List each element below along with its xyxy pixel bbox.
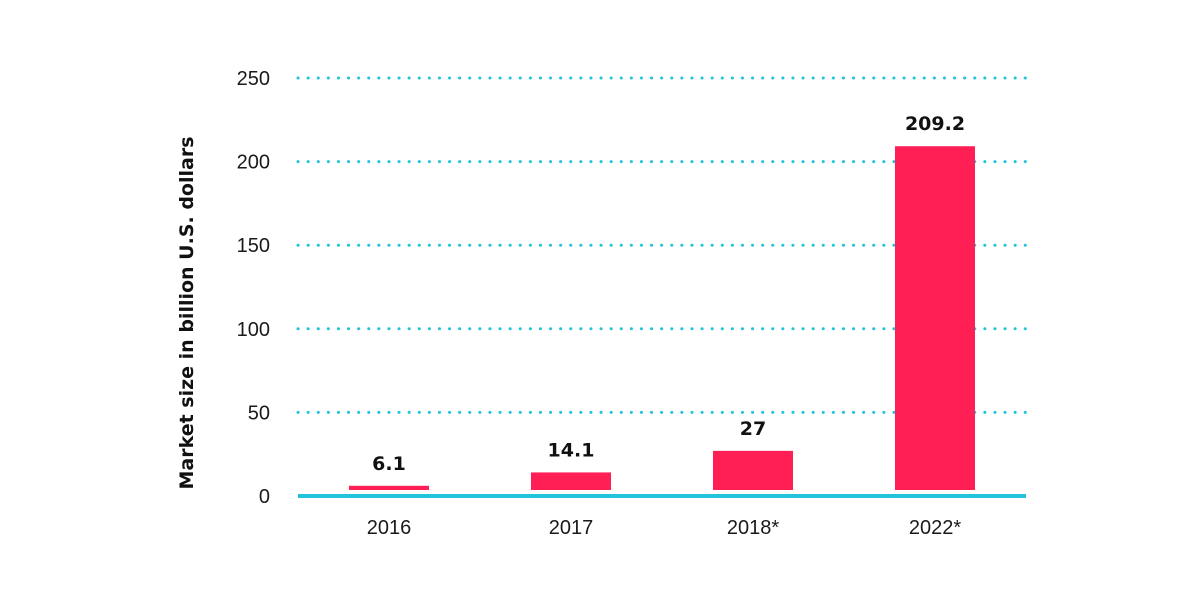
- x-tick-label: 2017: [549, 517, 594, 539]
- data-labels: 6.1 14.1 27 209.2: [372, 113, 965, 475]
- bar: [531, 472, 611, 490]
- bar: [713, 450, 793, 490]
- bar: [895, 146, 975, 491]
- x-tick-label: 2022*: [909, 517, 961, 539]
- y-tick-label: 100: [237, 319, 270, 341]
- y-axis-ticks: 0 50 100 150 200 250: [237, 68, 270, 508]
- x-tick-label: 2016: [367, 517, 412, 539]
- y-tick-label: 0: [259, 486, 270, 508]
- y-axis-title: Market size in billion U.S. dollars: [176, 136, 198, 489]
- x-tick-label: 2018*: [727, 517, 779, 539]
- bars: [349, 146, 975, 491]
- bar: [349, 485, 429, 490]
- y-tick-label: 200: [237, 152, 270, 174]
- y-tick-label: 50: [248, 402, 270, 424]
- data-label: 27: [740, 418, 766, 440]
- data-label: 14.1: [548, 439, 595, 461]
- x-axis-ticks: 2016 2017 2018* 2022*: [367, 517, 962, 539]
- data-label: 209.2: [905, 113, 965, 135]
- y-tick-label: 150: [237, 235, 270, 257]
- y-tick-label: 250: [237, 68, 270, 90]
- data-label: 6.1: [372, 453, 406, 475]
